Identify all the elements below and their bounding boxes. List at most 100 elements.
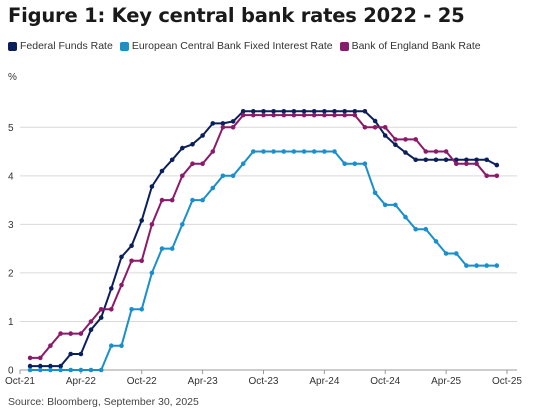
y-axis-unit-label: % [8, 72, 17, 83]
ecb-rate-point [281, 149, 287, 154]
legend-item-fed: Federal Funds Rate [8, 40, 113, 52]
boe-rate-point [109, 307, 114, 312]
boe-rate-point [271, 112, 276, 118]
fed-funds-point [291, 109, 297, 114]
fed-funds-point [240, 109, 246, 114]
ecb-rate-point [119, 343, 124, 349]
ecb-rate-point [230, 173, 236, 179]
gridlines [20, 126, 517, 322]
x-tick-label: Apr-24 [309, 376, 339, 387]
ecb-rate-point [413, 226, 419, 232]
boe-rate-point [301, 112, 307, 118]
ecb-rate-point [220, 173, 226, 179]
fed-funds-point [220, 121, 226, 126]
ecb-rate-point [311, 149, 317, 154]
fed-funds-point [190, 142, 195, 147]
boe-rate-point [139, 258, 144, 264]
fed-funds-point [352, 109, 358, 114]
boe-rate-point [352, 112, 358, 118]
boe-rate-point [454, 161, 459, 166]
fed-funds-point [261, 109, 266, 114]
legend-item-ecb: European Central Bank Fixed Interest Rat… [119, 40, 333, 52]
boe-rate-point [210, 149, 216, 154]
boe-rate-point [149, 222, 155, 227]
fed-funds-point [484, 157, 490, 163]
boe-rate-point [190, 161, 195, 166]
ecb-rate-point [68, 367, 73, 373]
ecb-rate-point [423, 226, 429, 232]
source-note: Source: Bloomberg, September 30, 2025 [8, 396, 199, 408]
ecb-rate-point [433, 239, 439, 244]
y-tick-label: 4 [8, 171, 14, 182]
ecb-rate-point [200, 197, 205, 203]
fed-funds-point [27, 363, 33, 369]
boe-rate-point [393, 137, 398, 142]
boe-rate-point [180, 173, 185, 179]
legend-label-boe: Bank of England Bank Rate [351, 40, 481, 52]
fed-funds-point [98, 315, 104, 320]
fed-funds-point [129, 243, 134, 248]
y-tick-label: 3 [8, 220, 14, 231]
boe-rate-point [129, 258, 134, 264]
x-tick-label: Apr-22 [66, 376, 96, 387]
fed-funds-point [230, 119, 236, 124]
y-tick-label: 2 [8, 268, 14, 279]
ecb-rate-point [484, 263, 490, 268]
boe-rate-point [200, 161, 205, 166]
fed-funds-point [393, 142, 398, 147]
ecb-rate-point [159, 246, 165, 251]
boe-rate-point [220, 125, 226, 130]
chart-legend: Federal Funds Rate European Central Bank… [8, 40, 488, 52]
boe-rate-point [484, 173, 490, 179]
boe-rate-point [68, 331, 73, 336]
ecb-rate-point [78, 367, 84, 373]
ecb-rate-point [454, 251, 459, 256]
x-tick-label: Oct-25 [492, 376, 522, 387]
fed-funds-point [58, 363, 63, 369]
ecb-rate-point [403, 214, 408, 220]
fed-funds-point [48, 363, 53, 369]
fed-funds-point [494, 162, 500, 168]
ecb-rate-point [342, 161, 348, 166]
fed-funds-point [464, 157, 469, 163]
boe-rate-point [27, 355, 33, 361]
boe-rate-point [38, 355, 43, 361]
ecb-rate-point [382, 202, 388, 208]
ecb-rate-point [372, 190, 378, 196]
ecb-rate-point [180, 222, 185, 227]
boe-rate-point [251, 112, 256, 118]
fed-funds-point [342, 109, 348, 114]
fed-funds-point [139, 218, 144, 223]
boe-rate-point [332, 112, 337, 118]
boe-rate-point [169, 197, 175, 203]
boe-rate-point [403, 137, 408, 142]
y-tick-label: 5 [8, 123, 14, 134]
fed-funds-point [180, 145, 185, 151]
fed-funds-point [88, 327, 94, 333]
ecb-rate-point [98, 367, 104, 373]
ecb-rate-point [149, 270, 155, 276]
ecb-rate-point [210, 185, 216, 191]
ecb-rate-line [30, 150, 497, 371]
ecb-rate-point [139, 307, 144, 312]
fed-funds-point [271, 109, 276, 114]
fed-funds-point [281, 109, 287, 114]
legend-swatch-boe [339, 41, 349, 51]
boe-rate-point [240, 112, 246, 118]
boe-rate-point [494, 173, 500, 179]
x-tick-label: Oct-23 [248, 376, 278, 387]
ecb-rate-point [474, 263, 479, 268]
ecb-rate-point [240, 161, 246, 166]
boe-rate-point [443, 149, 449, 154]
fed-funds-point [159, 168, 165, 174]
ecb-rate-point [464, 263, 469, 268]
ecb-rate-point [27, 367, 33, 373]
fed-funds-point [38, 363, 43, 369]
legend-item-boe: Bank of England Bank Rate [339, 40, 481, 52]
boe-rate-point [119, 282, 124, 288]
fed-funds-point [413, 157, 419, 163]
fed-funds-point [169, 157, 175, 163]
boe-rate-point [474, 161, 479, 166]
boe-rate-point [342, 112, 348, 118]
fed-funds-point [322, 109, 327, 114]
